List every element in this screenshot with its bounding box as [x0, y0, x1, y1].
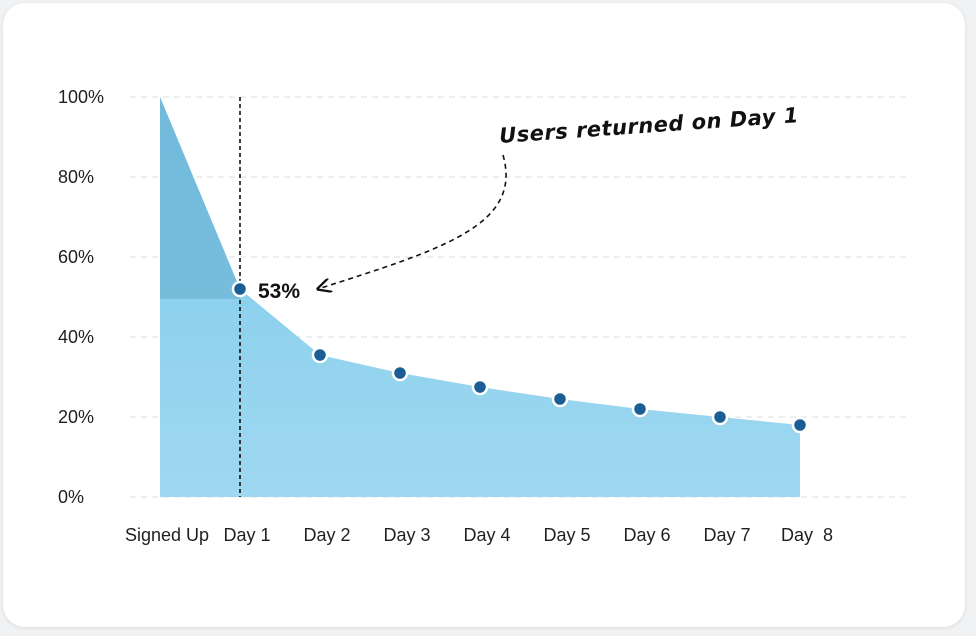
y-tick-label: 20%: [58, 407, 94, 427]
data-point: [311, 346, 329, 364]
y-tick-label: 40%: [58, 327, 94, 347]
y-tick-label: 60%: [58, 247, 94, 267]
area-layer: [160, 97, 800, 497]
data-point: [791, 416, 809, 434]
data-point: [551, 390, 569, 408]
y-tick-label: 100%: [58, 87, 104, 107]
data-point: [631, 400, 649, 418]
annotation-arrow: [318, 154, 507, 289]
x-tick-label: Day 2: [303, 525, 350, 545]
x-tick-label: Day 4: [463, 525, 510, 545]
chart-card: 0% 20% 40% 60% 80% 100% Signed Up Day 1 Day 2 Da…: [3, 3, 965, 627]
y-axis-ticks: 0% 20% 40% 60% 80% 100%: [58, 87, 104, 507]
x-tick-label: Day 1: [223, 525, 270, 545]
y-tick-label: 0%: [58, 487, 84, 507]
y-tick-label: 80%: [58, 167, 94, 187]
highlight-value-label: 53%: [258, 280, 300, 303]
x-tick-label: Day 3: [383, 525, 430, 545]
data-point: [391, 364, 409, 382]
marker-layer: [231, 280, 809, 434]
x-tick-label: Day 6: [623, 525, 670, 545]
data-point: [711, 408, 729, 426]
area-highlight: [160, 97, 240, 299]
data-point: [231, 280, 249, 298]
x-axis-ticks: Signed Up Day 1 Day 2 Day 3 Day 4 Day 5 Day 6 D…: [125, 525, 833, 545]
x-tick-label: Day 7: [703, 525, 750, 545]
series-area: [160, 97, 800, 497]
x-tick-label: Signed Up: [125, 525, 209, 545]
annotation-text: Users returned on Day 1: [498, 103, 799, 148]
data-point: [471, 378, 489, 396]
retention-chart: 0% 20% 40% 60% 80% 100% Signed Up Day 1 Day 2 Da…: [58, 87, 910, 545]
x-tick-label: Day 5: [543, 525, 590, 545]
x-tick-label: Day 8: [781, 525, 833, 545]
